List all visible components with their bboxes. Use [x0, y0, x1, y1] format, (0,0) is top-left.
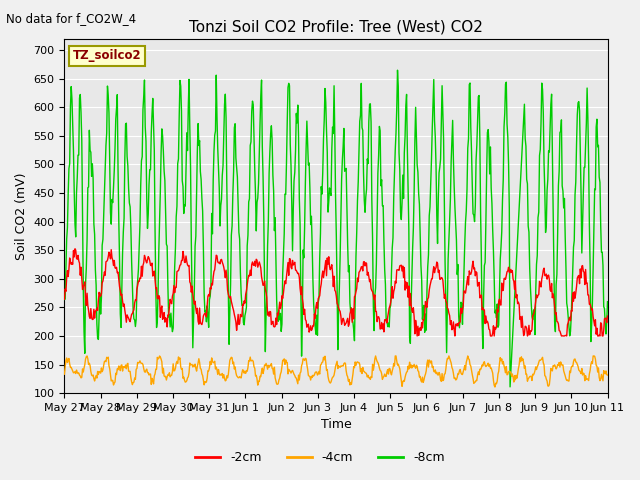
Title: Tonzi Soil CO2 Profile: Tree (West) CO2: Tonzi Soil CO2 Profile: Tree (West) CO2: [189, 20, 483, 35]
Text: TZ_soilco2: TZ_soilco2: [72, 49, 141, 62]
Legend: -2cm, -4cm, -8cm: -2cm, -4cm, -8cm: [190, 446, 450, 469]
Text: No data for f_CO2W_4: No data for f_CO2W_4: [6, 12, 136, 25]
Y-axis label: Soil CO2 (mV): Soil CO2 (mV): [15, 172, 28, 260]
X-axis label: Time: Time: [321, 419, 351, 432]
